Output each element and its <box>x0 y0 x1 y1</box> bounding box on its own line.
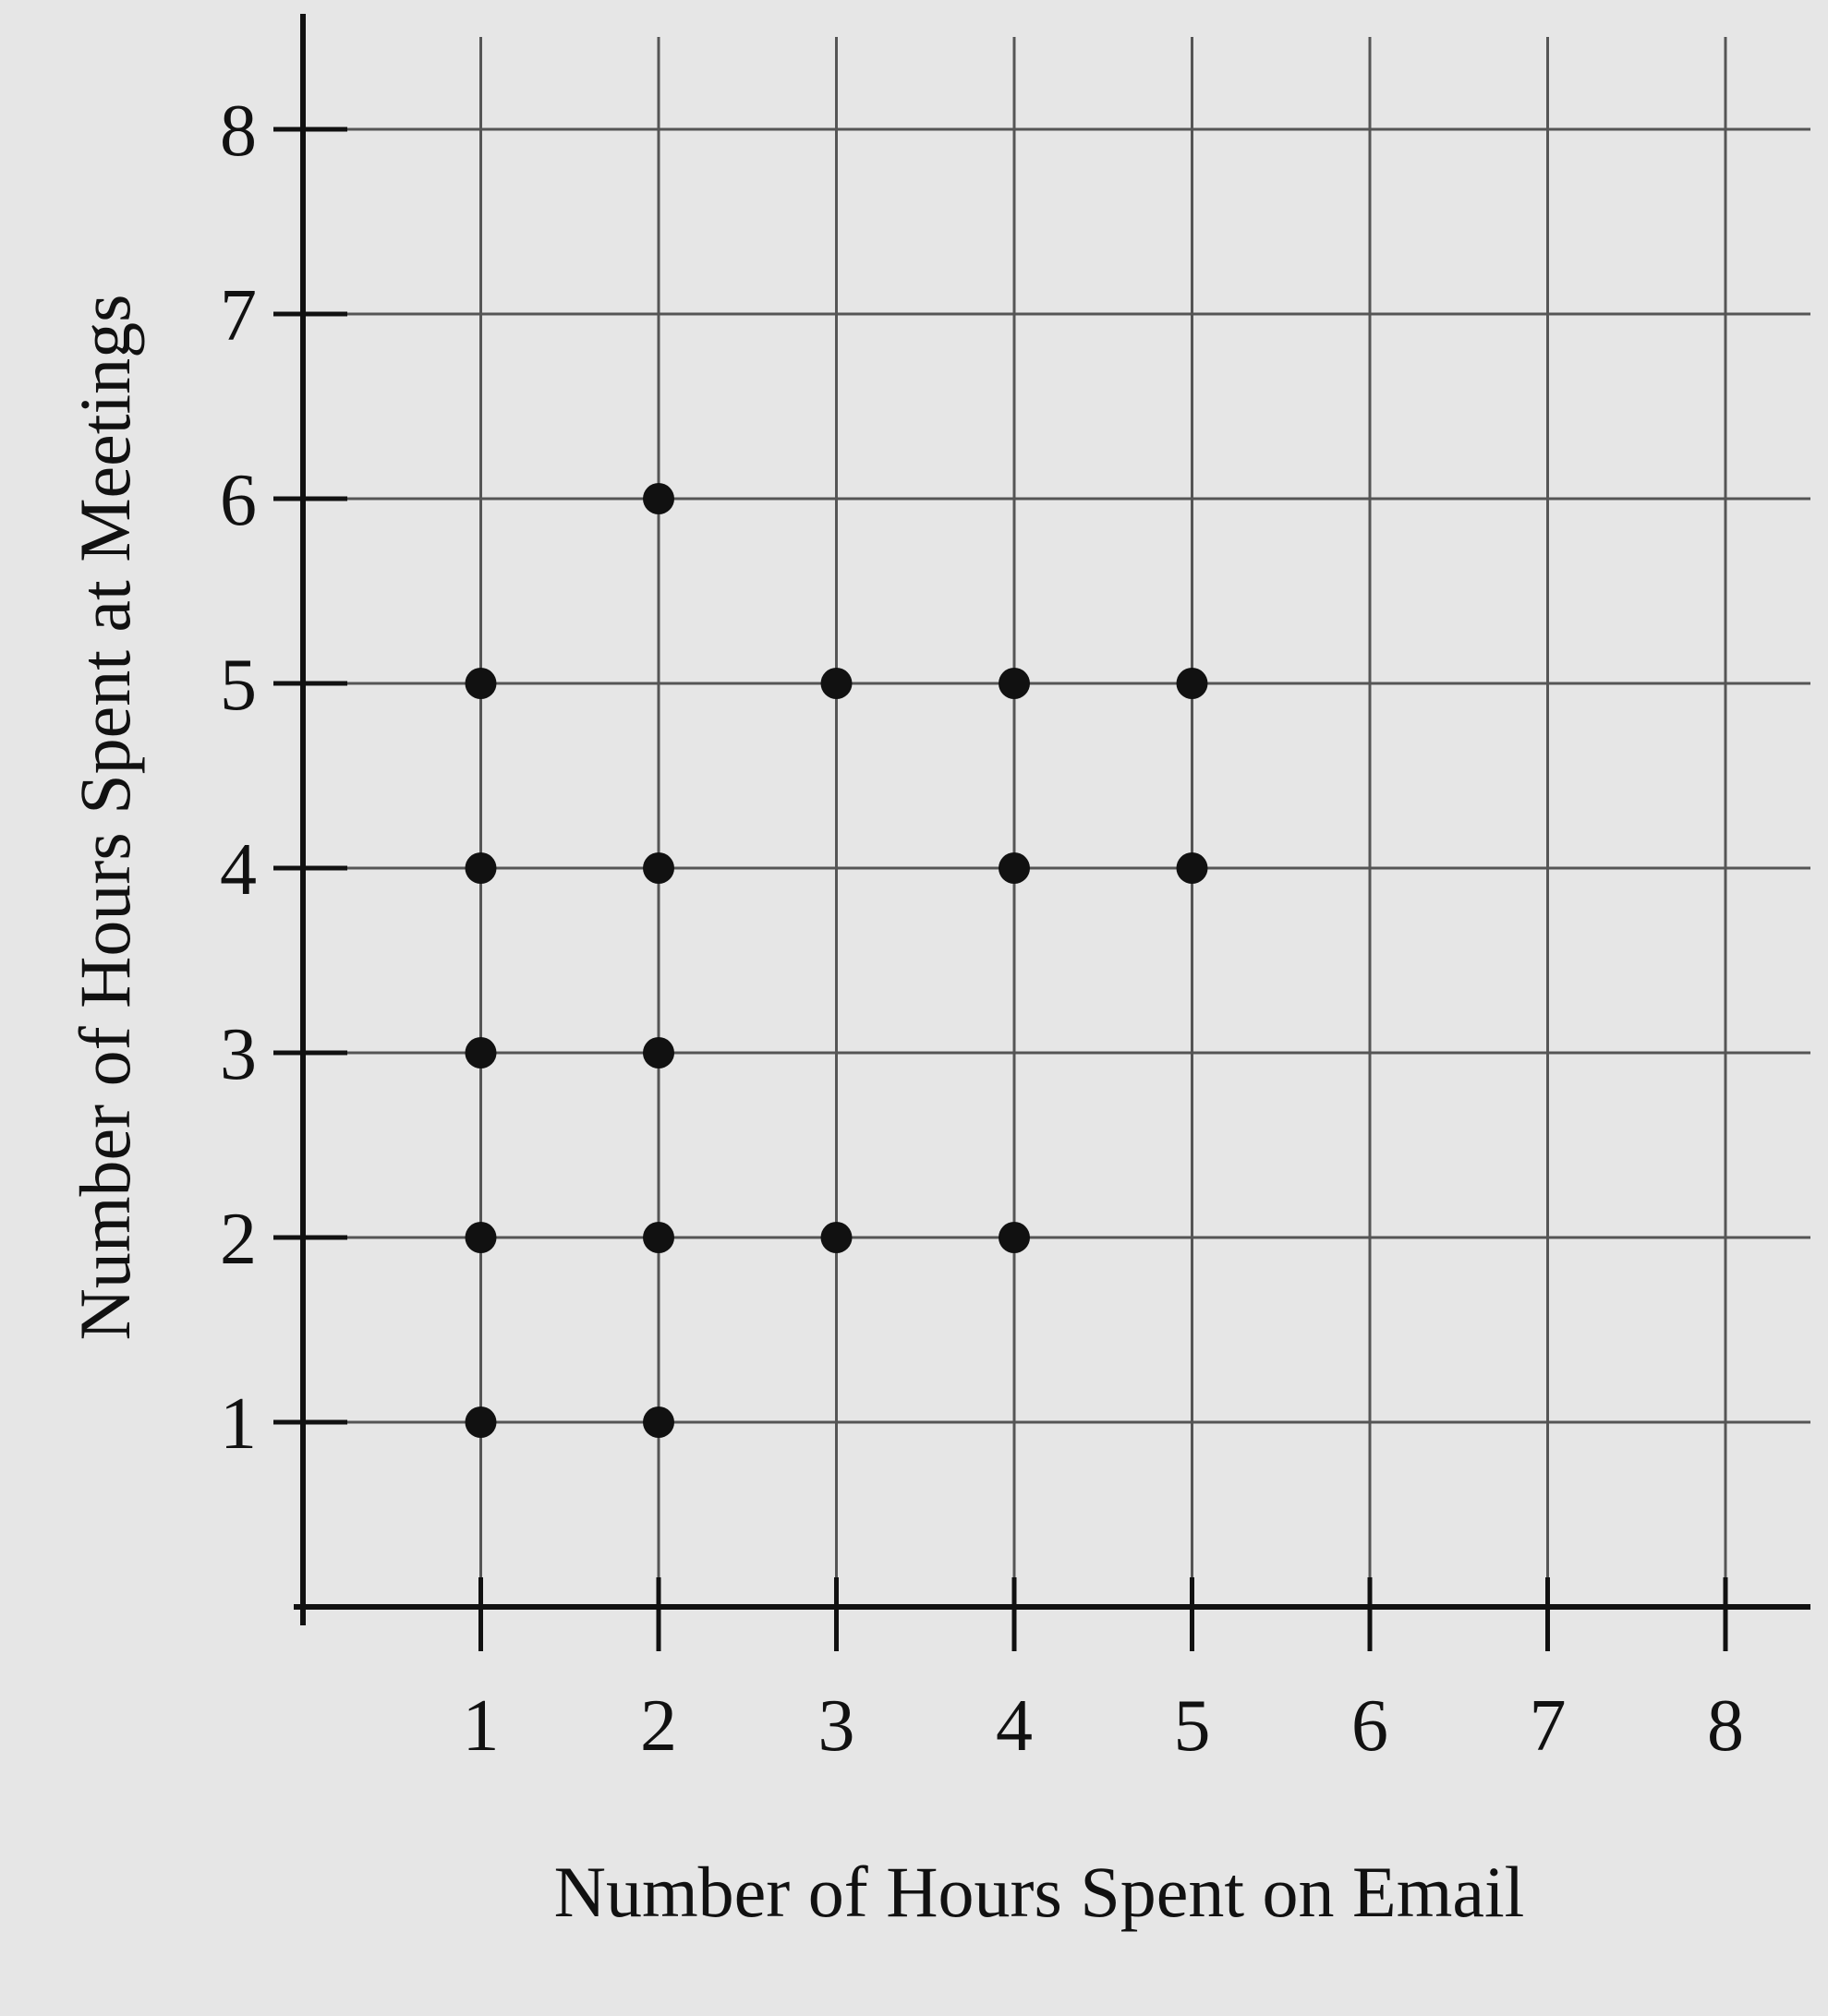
x-axis-title: Number of Hours Spent on Email <box>554 1852 1525 1932</box>
y-tick-label: 1 <box>220 1383 257 1465</box>
data-point <box>465 1406 497 1438</box>
data-point <box>999 668 1030 699</box>
data-point <box>999 852 1030 884</box>
axes <box>273 14 1810 1651</box>
data-point <box>643 1222 674 1253</box>
data-point <box>643 1037 674 1068</box>
x-tick-labels: 1 2 3 4 5 6 7 8 <box>463 1685 1745 1767</box>
data-points <box>465 483 1208 1438</box>
x-tick-label: 5 <box>1174 1685 1211 1767</box>
x-tick-label: 6 <box>1351 1685 1388 1767</box>
x-tick-label: 8 <box>1707 1685 1744 1767</box>
y-axis-title: Number of Hours Spent at Meetings <box>65 295 145 1341</box>
data-point <box>465 1037 497 1068</box>
data-point <box>643 852 674 884</box>
y-tick-label: 3 <box>220 1014 257 1095</box>
y-tick-label: 6 <box>220 460 257 541</box>
data-point <box>643 1406 674 1438</box>
data-point <box>999 1222 1030 1253</box>
y-tick-labels: 1 2 3 4 5 6 7 8 <box>220 91 257 1465</box>
data-point <box>465 1222 497 1253</box>
x-tick-label: 2 <box>640 1685 677 1767</box>
y-tick-label: 5 <box>220 645 257 726</box>
data-point <box>820 1222 853 1253</box>
y-tick-label: 7 <box>220 275 257 356</box>
x-tick-label: 1 <box>463 1685 500 1767</box>
data-point <box>643 483 674 514</box>
data-point <box>465 668 497 699</box>
x-tick-label: 3 <box>818 1685 855 1767</box>
x-tick-label: 7 <box>1530 1685 1567 1767</box>
y-tick-label: 2 <box>220 1199 257 1280</box>
data-point <box>1176 852 1208 884</box>
data-point <box>820 668 853 699</box>
y-tick-label: 4 <box>220 829 257 911</box>
x-tick-label: 4 <box>996 1685 1033 1767</box>
data-point <box>465 852 497 884</box>
data-point <box>1176 668 1208 699</box>
y-tick-label: 8 <box>220 91 257 172</box>
grid <box>303 37 1810 1607</box>
